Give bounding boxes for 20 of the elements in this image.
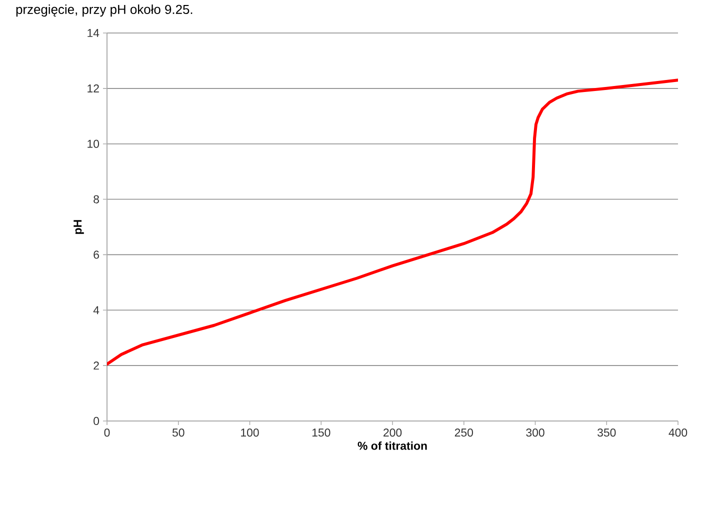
- x-tick-label: 0: [104, 428, 110, 437]
- y-tick-label: 4: [93, 306, 100, 314]
- x-tick-label: 150: [312, 428, 330, 437]
- y-tick-label: 0: [94, 416, 100, 426]
- x-tick-label: 300: [526, 428, 544, 437]
- x-tick-label: 50: [172, 428, 184, 437]
- y-tick-label: 6: [94, 250, 99, 259]
- y-tick-label: 14: [88, 29, 100, 37]
- y-tick-label: 10: [88, 140, 100, 148]
- x-tick-label: 250: [454, 428, 473, 437]
- y-tick-label: 2: [94, 362, 99, 370]
- text: przegięcie, przy pH około 9.25.: [16, 4, 192, 17]
- x-tick-label: 100: [241, 428, 259, 437]
- x-tick-label: 400: [668, 428, 688, 437]
- y-tick-label: 8: [94, 195, 99, 204]
- y-tick-label: 12: [88, 84, 99, 92]
- x-tick-label: 200: [384, 428, 402, 437]
- y-axis-title: pH: [74, 220, 84, 234]
- x-tick-label: 350: [598, 428, 616, 437]
- x-axis-title: % of titration: [358, 441, 427, 450]
